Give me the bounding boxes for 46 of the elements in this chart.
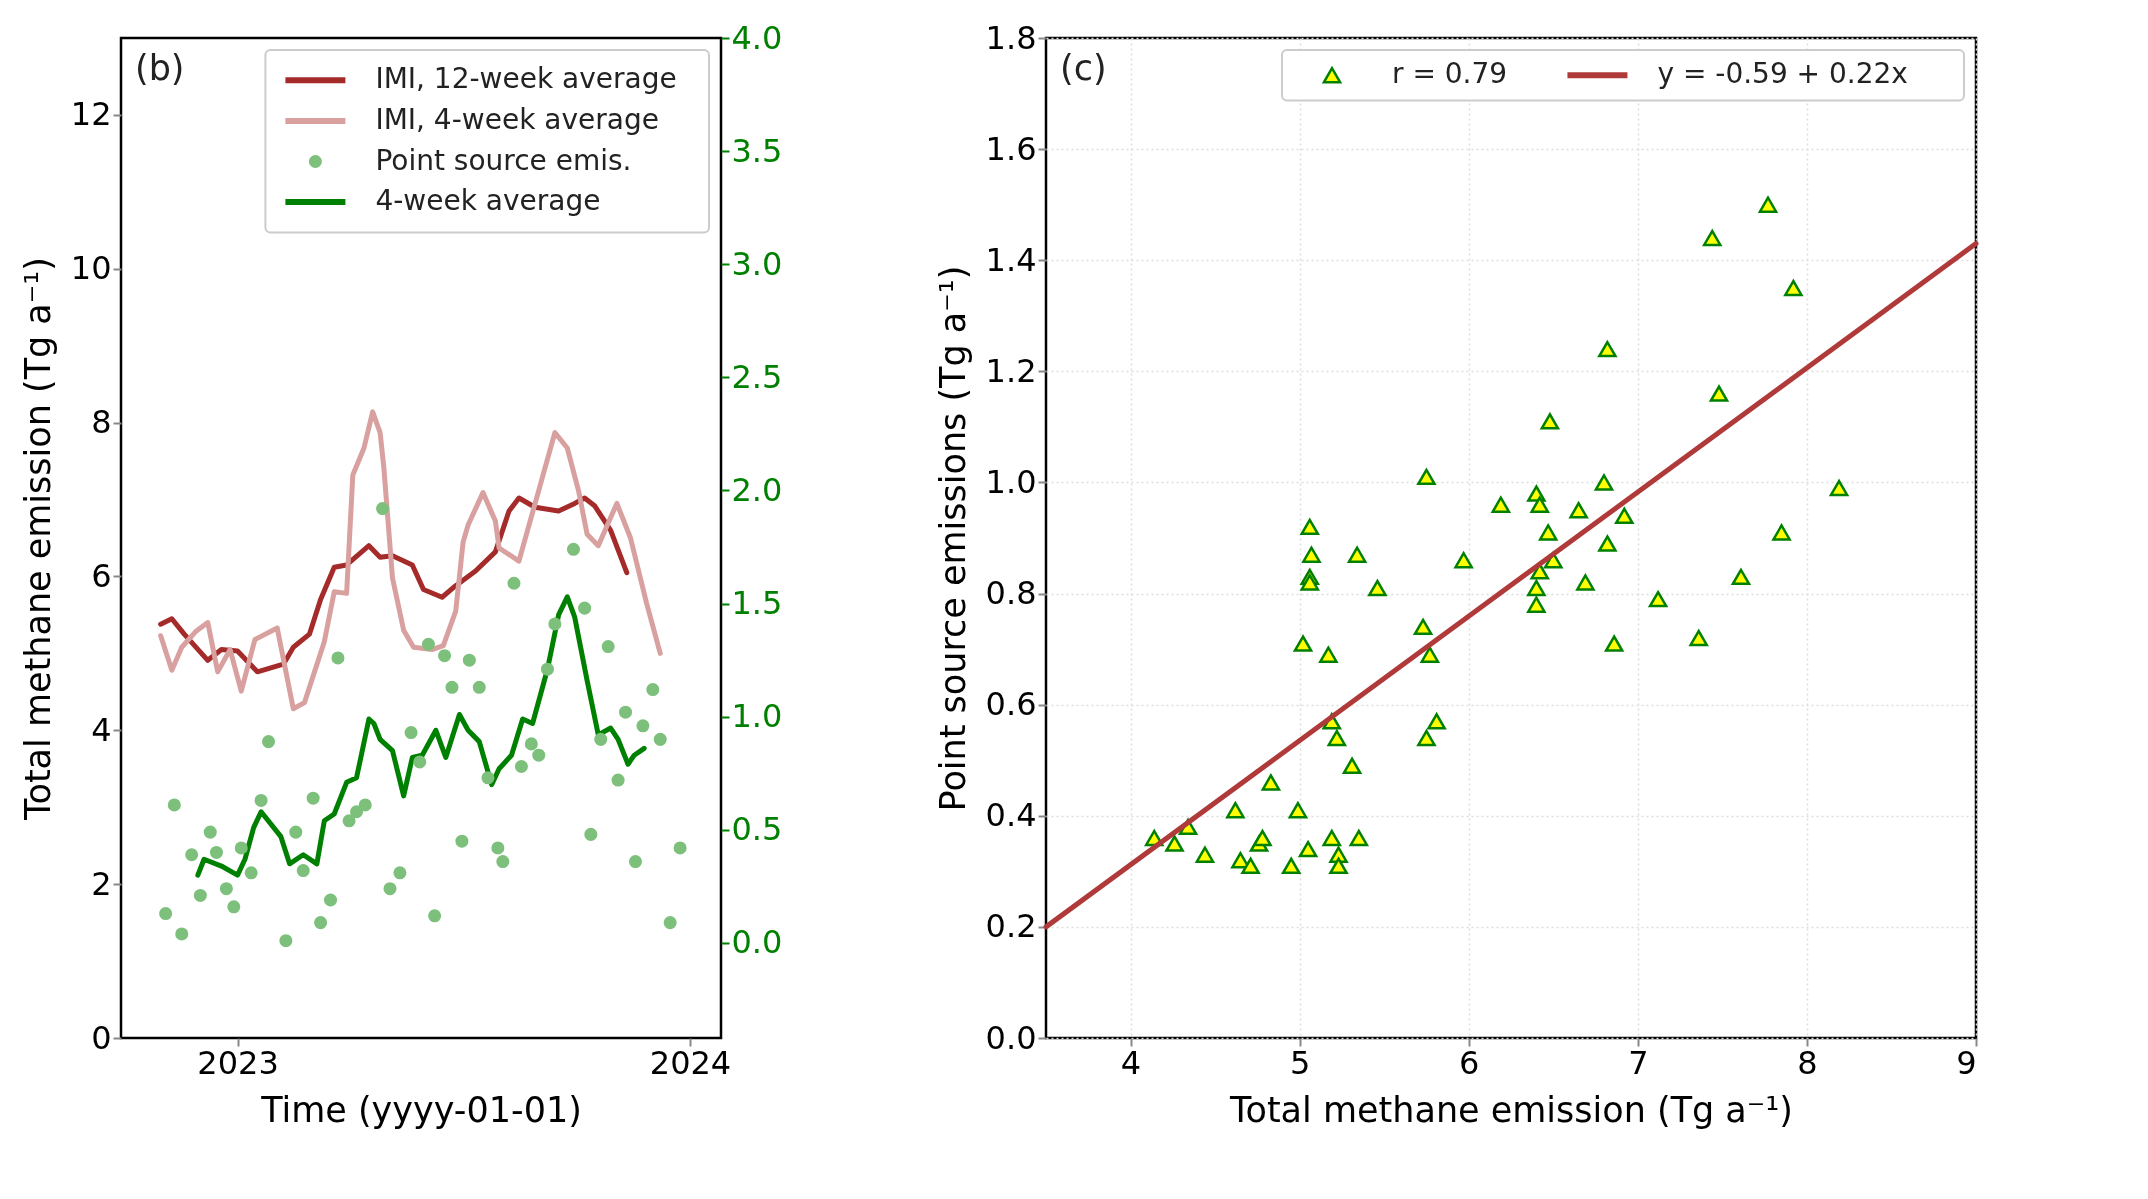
y-tick-label: 0.0 <box>985 1018 1037 1057</box>
annotation: (c) <box>1060 48 1107 88</box>
y-tick-label: 1.0 <box>985 462 1037 501</box>
y-tick-label: 4 <box>91 710 112 749</box>
y-tick-label: 6 <box>91 556 112 595</box>
y2-tick-label: 0.5 <box>731 810 783 849</box>
y-tick-label: 2 <box>91 864 112 903</box>
y2-tick-label: 2.0 <box>731 470 783 509</box>
y-tick-label: 0.2 <box>985 907 1037 946</box>
y-tick-label: 0 <box>91 1018 112 1057</box>
y-tick-label: 0.6 <box>985 685 1037 724</box>
y-tick-label: 12 <box>70 95 112 134</box>
legend-label: 4-week average <box>375 184 601 218</box>
legend-label: IMI, 4-week average <box>375 102 659 136</box>
x-tick-label: 6 <box>1459 1043 1480 1082</box>
legend-label: r = 0.79 <box>1392 57 1508 91</box>
y-tick-label: 1.2 <box>985 351 1037 390</box>
y-tick-label: 1.4 <box>985 240 1037 279</box>
x-tick-label: 8 <box>1797 1043 1818 1082</box>
y2-tick-label: 1.0 <box>731 697 783 736</box>
y-tick-label: 10 <box>70 249 112 288</box>
y2-tick-label: 2.5 <box>731 357 783 396</box>
y-tick-label: 1.6 <box>985 129 1037 168</box>
y-tick-label: 0.8 <box>985 574 1037 613</box>
y2-tick-label: 0.0 <box>731 923 783 962</box>
y2-tick-label: 4.0 <box>731 18 783 57</box>
x-axis-title: Total methane emission (Tg a⁻¹) <box>1229 1089 1793 1130</box>
x-tick-label: 2023 <box>197 1043 279 1082</box>
y-axis-title: Total methane emission (Tg a⁻¹) <box>17 257 58 821</box>
x-tick-label: 4 <box>1120 1043 1142 1082</box>
legend-label: y = -0.59 + 0.22x <box>1657 57 1908 91</box>
y-tick-label: 1.8 <box>985 18 1037 57</box>
y2-tick-label: 3.0 <box>731 244 783 283</box>
y2-tick-label: 3.5 <box>731 131 783 170</box>
x-axis-title: Time (yyyy-01-01) <box>260 1089 582 1130</box>
legend-label: Point source emis. <box>375 143 632 177</box>
x-tick-label: 5 <box>1289 1043 1311 1082</box>
x-tick-label: 7 <box>1628 1043 1649 1082</box>
legend-label: IMI, 12-week average <box>375 62 677 96</box>
y-axis-title: Point source emissions (Tg a⁻¹) <box>932 265 973 812</box>
annotation: (b) <box>135 48 185 88</box>
x-tick-label: 2024 <box>649 1043 732 1082</box>
y2-tick-label: 1.5 <box>731 584 783 623</box>
y-tick-label: 8 <box>91 403 112 442</box>
x-tick-label: 9 <box>1956 1043 1977 1082</box>
y-tick-label: 0.4 <box>985 796 1037 835</box>
